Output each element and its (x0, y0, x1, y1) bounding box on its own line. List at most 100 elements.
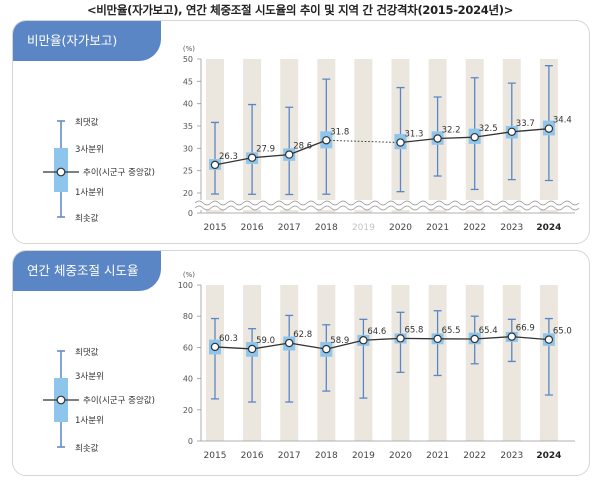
median-data-label: 59.0 (256, 336, 275, 346)
y-tick-label: 20 (183, 406, 193, 415)
median-point (396, 334, 405, 343)
x-tick-label: 2021 (426, 451, 449, 461)
median-point (285, 338, 294, 348)
median-data-label: 66.9 (516, 324, 535, 334)
obesity-tab-title: 비만율(자가보고) (13, 21, 161, 61)
x-tick-label: 2016 (241, 451, 264, 461)
median-data-label: 31.8 (330, 127, 349, 137)
y-tick-label: 80 (183, 312, 193, 321)
x-tick-label: 2024 (536, 451, 561, 461)
median-point (247, 344, 257, 354)
legend-median-marker (56, 395, 66, 405)
x-tick-label: 2019 (352, 451, 375, 461)
x-tick-label: 2015 (204, 223, 227, 233)
y-tick-label: 40 (183, 100, 193, 109)
x-tick-label: 2017 (278, 223, 301, 233)
y-axis-unit: (%) (183, 45, 195, 53)
weight-control-panel: 연간 체중조절 시도율 최댓값 3사분위 추이(시군구 중앙값) 1사분위 최솟… (12, 250, 590, 476)
legend-max-label: 최댓값 (75, 347, 99, 358)
legend-q1-label: 1사분위 (75, 188, 104, 198)
median-data-label: 58.9 (330, 336, 349, 346)
legend-min-label: 최솟값 (75, 213, 99, 224)
legend-q3-label: 3사분위 (75, 372, 104, 382)
median-point (507, 332, 516, 341)
y-tick-label: 0 (188, 209, 193, 218)
trend-line (289, 342, 327, 350)
median-point (322, 136, 331, 145)
legend-q3-label: 3사분위 (75, 145, 104, 155)
median-point (507, 127, 516, 137)
median-data-label: 26.3 (219, 152, 238, 162)
obesity-chart: (%) 0 20 25 30 35 40 45 50 26.3 27.9 28.6 31.8 31.3 32… (183, 45, 580, 233)
obesity-legend: 최댓값 3사분위 추이(시군구 중앙값) 1사분위 최솟값 (43, 117, 155, 224)
trend-line (363, 337, 401, 341)
x-tick-label: 2020 (389, 223, 412, 233)
page-title: <비만율(자가보고), 연간 체중조절 시도율의 추이 및 지역 간 건강격차(… (86, 3, 514, 17)
y-tick-label: 45 (183, 77, 193, 86)
median-point (210, 160, 220, 170)
median-point (544, 124, 554, 133)
median-data-label: 32.2 (442, 126, 461, 136)
median-point (322, 344, 331, 354)
y-tick-label: 40 (183, 375, 193, 384)
median-data-label: 32.5 (479, 124, 498, 134)
x-tick-label: 2020 (389, 451, 412, 461)
median-data-label: 33.7 (516, 119, 535, 129)
trend-line (214, 157, 253, 166)
y-tick-label: 60 (183, 343, 193, 352)
x-tick-label: 2023 (500, 451, 523, 461)
x-tick-label: 2022 (463, 451, 486, 461)
median-point (470, 132, 479, 142)
median-data-label: 62.8 (293, 330, 312, 340)
trend-line (252, 153, 290, 159)
axis-break-mark (194, 200, 580, 211)
obesity-panel: 비만율(자가보고) 최댓값 3사분위 추이(시군구 중앙값) 1사분위 최솟값 … (12, 20, 590, 244)
median-data-label: 31.3 (405, 130, 424, 140)
y-tick-label: 20 (183, 189, 193, 198)
y-axis-unit: (%) (183, 271, 195, 279)
median-data-label: 65.0 (553, 327, 572, 337)
median-point (247, 153, 257, 162)
trend-line (400, 137, 438, 144)
x-tick-label: 2015 (204, 451, 227, 461)
y-tick-label: 35 (183, 122, 193, 131)
y-tick-label: 100 (178, 281, 193, 290)
median-data-label: 64.6 (367, 327, 386, 337)
y-tick-label: 25 (183, 167, 193, 176)
trend-line (326, 339, 364, 350)
legend-median-label: 추이(시군구 중앙값) (83, 167, 155, 178)
weight-control-chart: (%) 0 20 40 60 80 100 60.3 59.0 62.8 58.9 64.6 65.8 6… (178, 271, 575, 461)
trend-line (437, 136, 475, 140)
x-tick-label: 2016 (241, 223, 264, 233)
legend-max-label: 최댓값 (75, 117, 99, 128)
x-tick-label: 2024 (536, 223, 561, 233)
median-data-label: 65.4 (479, 326, 498, 336)
median-point (470, 334, 479, 344)
median-point (544, 335, 554, 344)
trend-line (474, 131, 512, 138)
median-point (396, 138, 405, 147)
category-band (354, 59, 373, 213)
x-tick-label: 2021 (426, 223, 449, 233)
axis-break-gap (193, 200, 578, 210)
trend-line (474, 335, 512, 340)
x-tick-label: 2018 (315, 223, 338, 233)
median-point (433, 134, 442, 143)
trend-line (251, 342, 290, 350)
legend-median-marker (56, 167, 66, 177)
y-tick-label: 30 (183, 144, 193, 153)
median-point (433, 334, 442, 344)
median-point (210, 342, 220, 352)
trend-line (214, 346, 253, 350)
legend-median-label: 추이(시군구 중앙값) (83, 395, 155, 406)
median-data-label: 65.5 (442, 326, 461, 336)
median-point (359, 336, 368, 345)
trend-line (511, 335, 549, 341)
median-data-label: 28.6 (293, 142, 312, 152)
y-tick-label: 50 (183, 55, 193, 64)
y-tick-label: 0 (188, 437, 193, 446)
median-data-label: 34.4 (553, 116, 572, 126)
x-tick-label: 2019 (352, 223, 375, 233)
weight-control-tab-title: 연간 체중조절 시도율 (13, 251, 161, 291)
x-tick-label: 2023 (500, 223, 523, 233)
